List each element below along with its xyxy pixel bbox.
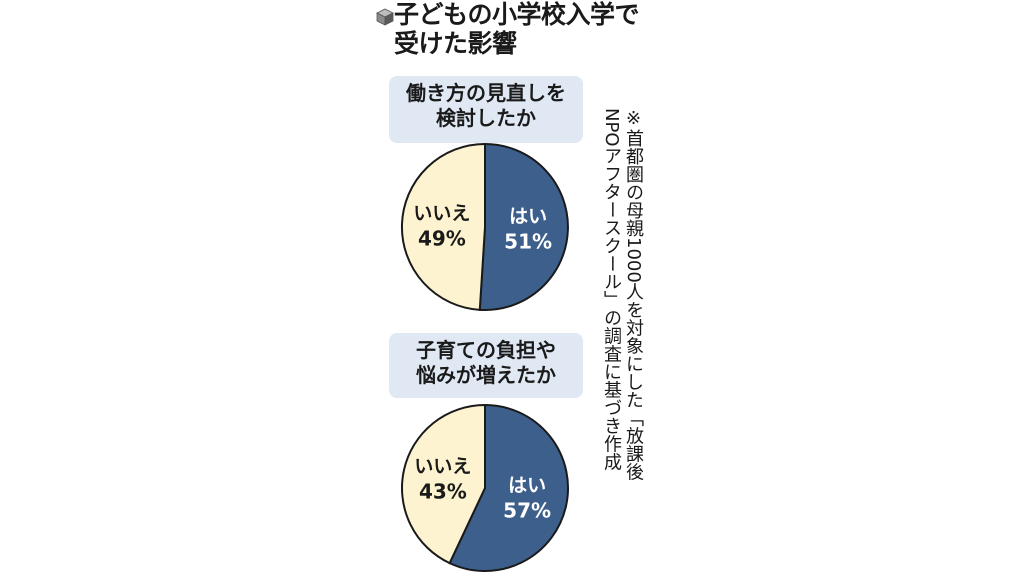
pie-1-label-no: いいえ <box>413 203 470 225</box>
pie-2-label-yes: はい <box>508 474 546 496</box>
pie-2-slice-yes <box>448 403 569 572</box>
pie-2-value-yes: 57% <box>503 498 551 522</box>
pie-1-label-yes: はい <box>509 205 547 227</box>
chart-2-question: 子育ての負担や 悩みが増えたか <box>389 333 583 398</box>
pie-1-value-yes: 51% <box>504 229 552 253</box>
source-note-line-2: NPOアフタースクール」の調査に基づき作成 <box>601 108 622 471</box>
pie-2-slice-no <box>401 403 486 565</box>
pie-1-value-no: 49% <box>418 227 466 251</box>
title-line-2: 受けた影響 <box>394 29 517 58</box>
source-note: ※首都圏の母親1000人を対象にした「放課後 NPOアフタースクール」の調査に基… <box>600 108 644 568</box>
title-line-1: 子どもの小学校入学で <box>394 0 640 29</box>
source-note-line-1: ※首都圏の母親1000人を対象にした「放課後 <box>623 108 644 481</box>
page-title: 子どもの小学校入学で 受けた影響 <box>394 0 640 58</box>
chart-1-question-line-2: 検討したか <box>436 106 536 130</box>
chart-1-question-line-1: 働き方の見直しを <box>406 81 566 105</box>
pie-2-value-no: 43% <box>419 480 467 504</box>
chart-1-question: 働き方の見直しを 検討したか <box>389 76 583 143</box>
chart-2-question-line-2: 悩みが増えたか <box>416 363 556 387</box>
pie-1-slice-yes <box>478 142 569 311</box>
chart-2-question-line-1: 子育ての負担や <box>416 338 556 362</box>
pie-1-slice-no <box>400 142 486 311</box>
cube-icon <box>376 8 394 26</box>
pie-2-label-no: いいえ <box>414 456 471 478</box>
